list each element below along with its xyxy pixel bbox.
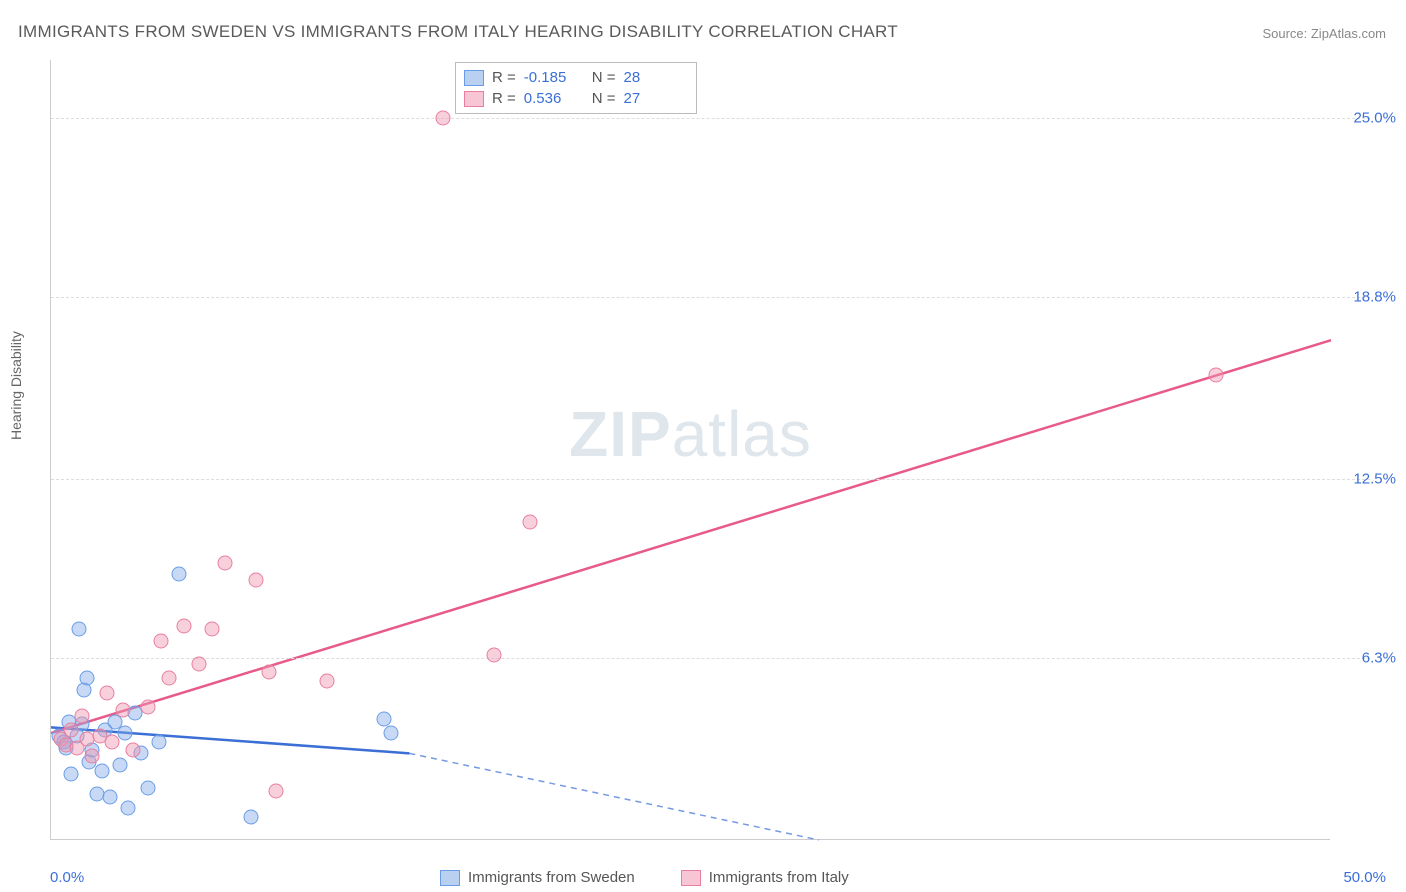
chart-title: IMMIGRANTS FROM SWEDEN VS IMMIGRANTS FRO… bbox=[18, 22, 898, 42]
data-point-italy bbox=[192, 656, 207, 671]
swatch-sweden-icon bbox=[440, 870, 460, 886]
data-point-italy bbox=[218, 555, 233, 570]
data-point-italy bbox=[154, 633, 169, 648]
data-point-italy bbox=[435, 110, 450, 125]
y-tick-label: 6.3% bbox=[1362, 650, 1396, 667]
watermark: ZIPatlas bbox=[569, 397, 812, 471]
plot-area: ZIPatlas bbox=[50, 60, 1330, 840]
data-point-sweden bbox=[72, 622, 87, 637]
data-point-sweden bbox=[79, 671, 94, 686]
regression-line-sweden-extrapolated bbox=[409, 753, 819, 840]
data-point-sweden bbox=[151, 734, 166, 749]
x-tick-min: 0.0% bbox=[50, 869, 84, 886]
data-point-italy bbox=[248, 573, 263, 588]
x-tick-max: 50.0% bbox=[1343, 869, 1386, 886]
data-point-sweden bbox=[113, 757, 128, 772]
data-point-italy bbox=[105, 734, 120, 749]
gridline bbox=[51, 297, 1370, 298]
data-point-sweden bbox=[64, 766, 79, 781]
data-point-italy bbox=[261, 665, 276, 680]
data-point-italy bbox=[74, 708, 89, 723]
swatch-sweden bbox=[464, 70, 484, 86]
data-point-sweden bbox=[102, 789, 117, 804]
y-tick-label: 25.0% bbox=[1353, 109, 1396, 126]
series-legend: Immigrants from Sweden Immigrants from I… bbox=[440, 869, 849, 886]
data-point-italy bbox=[522, 515, 537, 530]
data-point-italy bbox=[486, 648, 501, 663]
data-point-italy bbox=[205, 622, 220, 637]
data-point-sweden bbox=[95, 763, 110, 778]
data-point-sweden bbox=[384, 726, 399, 741]
data-point-sweden bbox=[120, 801, 135, 816]
y-tick-label: 12.5% bbox=[1353, 470, 1396, 487]
legend-row-sweden: R = -0.185 N = 28 bbox=[464, 67, 684, 88]
data-point-sweden bbox=[172, 567, 187, 582]
source-label: Source: ZipAtlas.com bbox=[1262, 26, 1386, 41]
data-point-italy bbox=[115, 703, 130, 718]
data-point-sweden bbox=[376, 711, 391, 726]
y-tick-label: 18.8% bbox=[1353, 288, 1396, 305]
y-axis-label: Hearing Disability bbox=[8, 331, 24, 440]
data-point-sweden bbox=[243, 809, 258, 824]
legend-item-italy: Immigrants from Italy bbox=[681, 869, 849, 886]
gridline bbox=[51, 118, 1370, 119]
swatch-italy-icon bbox=[681, 870, 701, 886]
data-point-sweden bbox=[118, 726, 133, 741]
data-point-italy bbox=[161, 671, 176, 686]
legend-row-italy: R = 0.536 N = 27 bbox=[464, 88, 684, 109]
data-point-italy bbox=[141, 700, 156, 715]
data-point-italy bbox=[125, 743, 140, 758]
data-point-italy bbox=[320, 674, 335, 689]
gridline bbox=[51, 658, 1370, 659]
data-point-sweden bbox=[141, 781, 156, 796]
gridline bbox=[51, 479, 1370, 480]
data-point-italy bbox=[269, 783, 284, 798]
legend-item-sweden: Immigrants from Sweden bbox=[440, 869, 635, 886]
data-point-italy bbox=[84, 749, 99, 764]
regression-lines bbox=[51, 60, 1330, 839]
correlation-legend: R = -0.185 N = 28 R = 0.536 N = 27 bbox=[455, 62, 697, 114]
data-point-italy bbox=[1208, 367, 1223, 382]
regression-line-italy bbox=[51, 340, 1331, 733]
swatch-italy bbox=[464, 91, 484, 107]
data-point-italy bbox=[100, 685, 115, 700]
data-point-italy bbox=[177, 619, 192, 634]
data-point-italy bbox=[64, 723, 79, 738]
